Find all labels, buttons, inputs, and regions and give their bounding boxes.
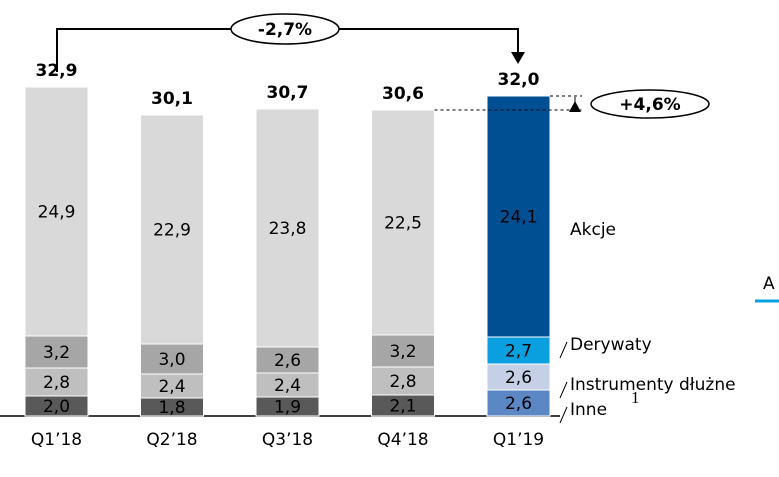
segment-label: 2,7	[505, 342, 532, 362]
change-oval	[230, 13, 340, 45]
x-tick-label: Q4’18	[377, 430, 428, 450]
leader	[559, 406, 568, 424]
series-label: Derywaty	[570, 335, 652, 355]
leader	[559, 381, 568, 399]
clipped-text: A	[763, 274, 775, 294]
arrow	[569, 101, 581, 112]
segment-label: 1,9	[274, 398, 301, 418]
bar-segment	[486, 95, 551, 338]
bar-segment	[255, 372, 320, 398]
segment-label: 3,2	[43, 343, 70, 363]
segment-label: 2,6	[505, 394, 532, 414]
bar-segment	[371, 109, 435, 336]
x-tick-label: Q1’19	[493, 430, 544, 450]
segment-label: 23,8	[269, 219, 307, 239]
segment-label: 24,9	[38, 203, 76, 223]
segment-label: 2,8	[389, 372, 416, 392]
total-label: 30,6	[382, 84, 424, 104]
total-label: 32,0	[498, 70, 540, 90]
segment-label: 2,8	[43, 373, 70, 393]
total-label: 32,9	[36, 61, 78, 81]
leader	[559, 341, 568, 359]
bar-segment	[486, 336, 551, 365]
series-label: Instrumenty dłużne	[570, 375, 736, 395]
segment-label: 2,4	[274, 376, 301, 396]
segment-label: 24,1	[500, 208, 538, 228]
bar-segment	[371, 366, 435, 396]
segment-label: 22,9	[153, 221, 191, 241]
bar-segment	[140, 114, 204, 345]
footnote-marker: 1	[631, 388, 640, 407]
bar-segment	[24, 335, 89, 369]
series-label: Inne	[570, 400, 607, 420]
segment-label: 2,4	[158, 377, 185, 397]
bar-segment	[255, 108, 320, 348]
segment-label: 2,6	[505, 368, 532, 388]
total-label: 30,7	[267, 83, 309, 103]
x-tick-label: Q3’18	[262, 430, 313, 450]
x-tick-label: Q1’18	[31, 430, 82, 450]
bar-segment	[24, 86, 89, 337]
series-label: Akcje	[570, 220, 616, 240]
segment-label: 3,2	[389, 342, 416, 362]
bar-segment	[371, 334, 435, 368]
change-oval	[590, 89, 710, 119]
x-tick-label: Q2’18	[146, 430, 197, 450]
segment-label: 22,5	[384, 214, 422, 234]
segment-label: 2,6	[274, 351, 301, 371]
bar-segment	[140, 343, 204, 375]
bar-segment	[255, 346, 320, 374]
segment-label: 2,1	[389, 397, 416, 417]
bar-segment	[140, 373, 204, 399]
segment-label: 1,8	[158, 398, 185, 418]
segment-label: 3,0	[158, 350, 185, 370]
change-label: -2,7%	[258, 20, 312, 40]
arrow	[511, 52, 525, 64]
total-label: 30,1	[151, 89, 193, 109]
change-label: +4,6%	[619, 95, 680, 115]
segment-label: 2,0	[43, 397, 70, 417]
